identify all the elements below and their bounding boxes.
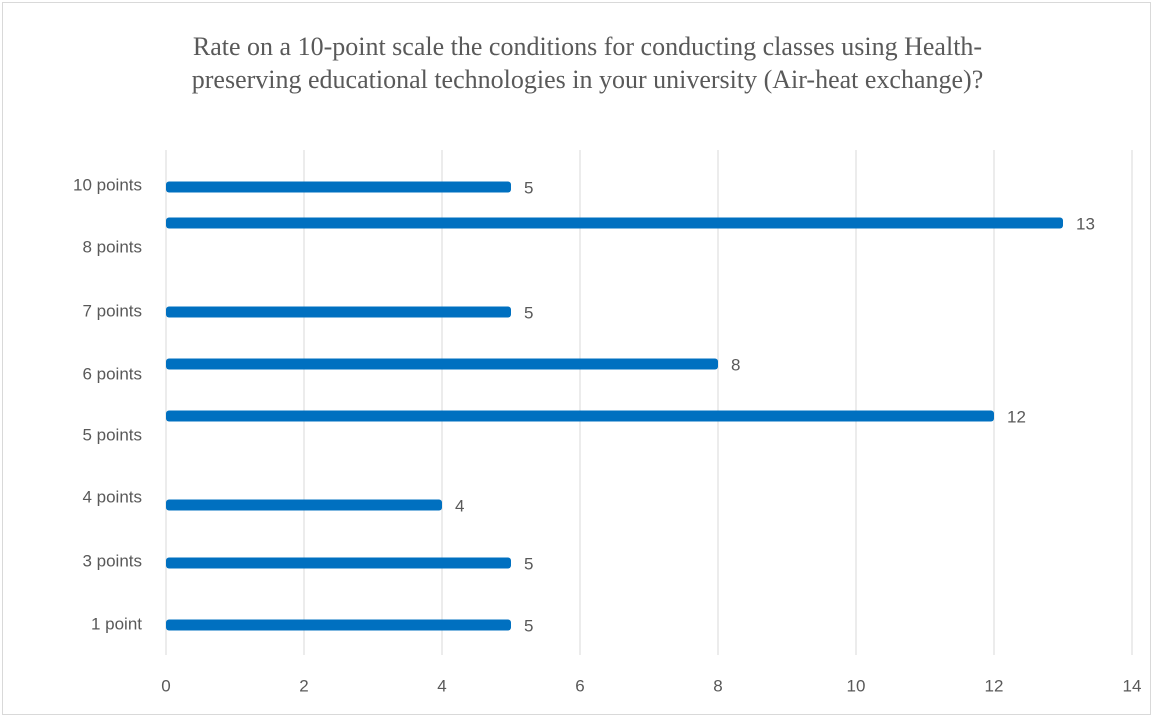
bar [166, 557, 511, 569]
x-tick-label: 4 [437, 676, 446, 695]
bar [166, 358, 718, 370]
data-label: 5 [524, 554, 533, 573]
data-label: 13 [1076, 214, 1095, 233]
data-label: 5 [524, 178, 533, 197]
bar [166, 181, 511, 193]
x-tick-label: 12 [985, 676, 1004, 695]
chart-title: Rate on a 10-point scale the conditions … [191, 32, 984, 94]
bar [166, 217, 1063, 229]
data-label: 5 [524, 616, 533, 635]
data-label: 8 [731, 355, 740, 374]
data-label: 4 [455, 496, 464, 515]
x-tick-label: 6 [575, 676, 584, 695]
x-tick-label: 2 [299, 676, 308, 695]
y-tick-label: 10 points [73, 175, 142, 194]
x-tick-label: 0 [161, 676, 170, 695]
y-tick-label: 7 points [82, 301, 142, 320]
y-tick-label: 6 points [82, 364, 142, 383]
x-tick-label: 8 [713, 676, 722, 695]
bar [166, 619, 511, 631]
bar [166, 306, 511, 318]
y-tick-label: 1 point [91, 614, 142, 633]
x-tick-label: 14 [1123, 676, 1142, 695]
y-tick-label: 5 points [82, 425, 142, 444]
data-label: 12 [1007, 407, 1026, 426]
bar [166, 410, 994, 422]
y-tick-label: 3 points [82, 551, 142, 570]
data-label: 5 [524, 303, 533, 322]
bar [166, 499, 442, 511]
y-tick-label: 4 points [82, 487, 142, 506]
y-tick-label: 8 points [82, 237, 142, 256]
x-tick-label: 10 [847, 676, 866, 695]
